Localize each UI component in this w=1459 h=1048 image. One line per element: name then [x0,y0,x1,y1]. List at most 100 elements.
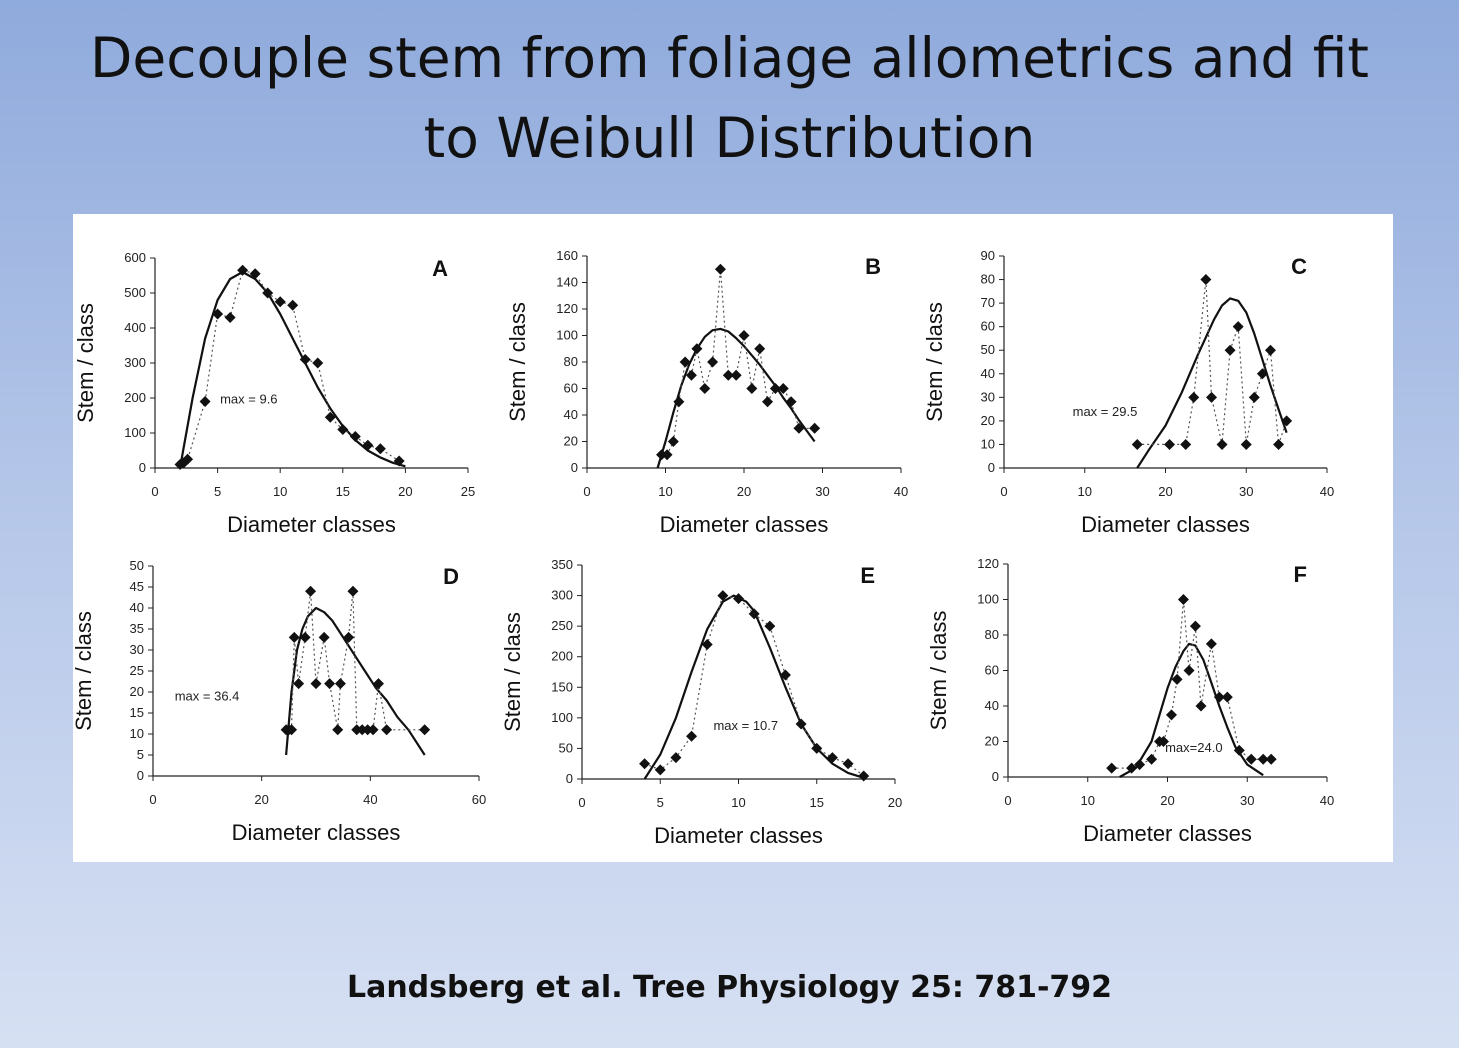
y-tick-label: 30 [981,389,995,404]
x-tick-label: 30 [815,484,829,499]
data-point [299,631,311,643]
x-tick-label: 25 [461,484,475,499]
data-point [1265,753,1277,765]
fit-curve [656,327,816,469]
data-point [826,752,838,764]
y-tick-label: 300 [124,355,146,370]
data-point [1205,638,1217,650]
data-point [654,764,666,776]
data-point [673,396,685,408]
data-point [349,431,361,442]
y-tick-label: 250 [551,618,573,633]
data-point [858,770,870,782]
y-tick-label: 80 [564,354,578,369]
max-annotation: max = 36.4 [175,688,240,703]
x-tick-label: 0 [149,792,156,807]
data-point [1213,691,1225,703]
data-point [1131,438,1143,450]
y-tick-label: 600 [124,250,146,265]
data-point [237,264,249,276]
y-tick-label: 140 [556,275,578,290]
panel-letter: C [1291,254,1307,279]
x-tick-label: 15 [810,795,824,810]
data-point [337,424,349,435]
x-tick-label: 30 [1240,793,1254,808]
data-point [224,312,236,323]
panel-letter: E [860,563,875,588]
data-point [381,724,393,736]
y-tick-label: 0 [566,771,573,786]
x-tick-label: 0 [151,484,158,499]
data-point [1165,709,1177,721]
data-point [779,669,791,681]
data-point [199,396,211,407]
data-point [347,585,359,597]
y-tick-label: 80 [981,272,995,287]
slide-title: Decouple stem from foliage allometrics a… [0,18,1459,178]
y-axis-title: Stem / class [505,302,530,422]
chart-panel-c: 0 10 20 30 40 50 60 70 80 90 0 10 20 30 40 Diameter cla… [922,248,1334,537]
chart-panel-a: 0 100 200 300 400 500 600 0 5 10 15 20 25 Diameter cl… [73,250,475,537]
x-axis-title: Diameter classes [1081,512,1250,537]
data-point [795,718,807,730]
y-tick-label: 200 [551,649,573,664]
y-tick-label: 60 [981,319,995,334]
x-tick-label: 20 [737,484,751,499]
y-tick-label: 0 [992,769,999,784]
y-tick-label: 160 [556,248,578,263]
observed-dotted-line [179,269,400,466]
y-tick-label: 120 [556,301,578,316]
chart-panel-e: 0 50 100 150 200 250 300 350 0 5 10 15 20 Diameter cl… [500,557,902,848]
data-point [1158,736,1170,747]
y-tick-label: 20 [130,684,144,699]
max-annotation: max = 10.7 [713,718,778,733]
y-tick-label: 40 [985,698,999,713]
x-tick-label: 60 [472,792,486,807]
data-point [1126,762,1138,774]
figure-panel: 0 100 200 300 400 500 600 0 5 10 15 20 25 Diameter cl… [73,214,1393,862]
max-annotation: max = 9.6 [220,391,277,406]
x-axis-title: Diameter classes [232,820,401,845]
data-point [793,422,805,434]
y-tick-label: 100 [977,592,999,607]
x-tick-label: 15 [336,484,350,499]
y-axis-title: Stem / class [922,302,947,422]
y-tick-label: 80 [985,627,999,642]
x-tick-label: 0 [1004,793,1011,808]
data-point [372,678,384,690]
data-point [1171,673,1183,685]
data-point [182,453,194,465]
y-tick-label: 5 [137,747,144,762]
data-point [1245,753,1257,765]
data-point [1188,391,1200,403]
data-point [811,742,823,754]
y-tick-label: 0 [571,460,578,475]
fit-curve [1136,297,1288,469]
y-tick-label: 10 [130,726,144,741]
data-point [699,383,711,394]
data-point [670,752,682,764]
data-point [748,608,760,620]
data-point [746,383,758,394]
y-tick-label: 120 [977,556,999,571]
y-tick-label: 20 [985,734,999,749]
data-point [717,590,729,602]
data-point [1221,691,1233,703]
data-point [733,593,744,605]
y-tick-label: 200 [124,390,146,405]
data-point [769,383,781,394]
x-tick-label: 10 [273,484,287,499]
data-point [1195,700,1207,712]
y-tick-label: 400 [124,320,146,335]
data-point [714,263,726,275]
data-point [1232,321,1244,333]
panel-letter: F [1294,562,1307,587]
x-tick-label: 0 [578,795,585,810]
fit-curve [1119,642,1264,778]
data-point [310,678,322,690]
data-point [1256,368,1268,380]
y-tick-label: 150 [551,679,573,694]
data-point [367,724,379,736]
y-tick-label: 100 [556,328,578,343]
y-tick-label: 50 [981,342,995,357]
